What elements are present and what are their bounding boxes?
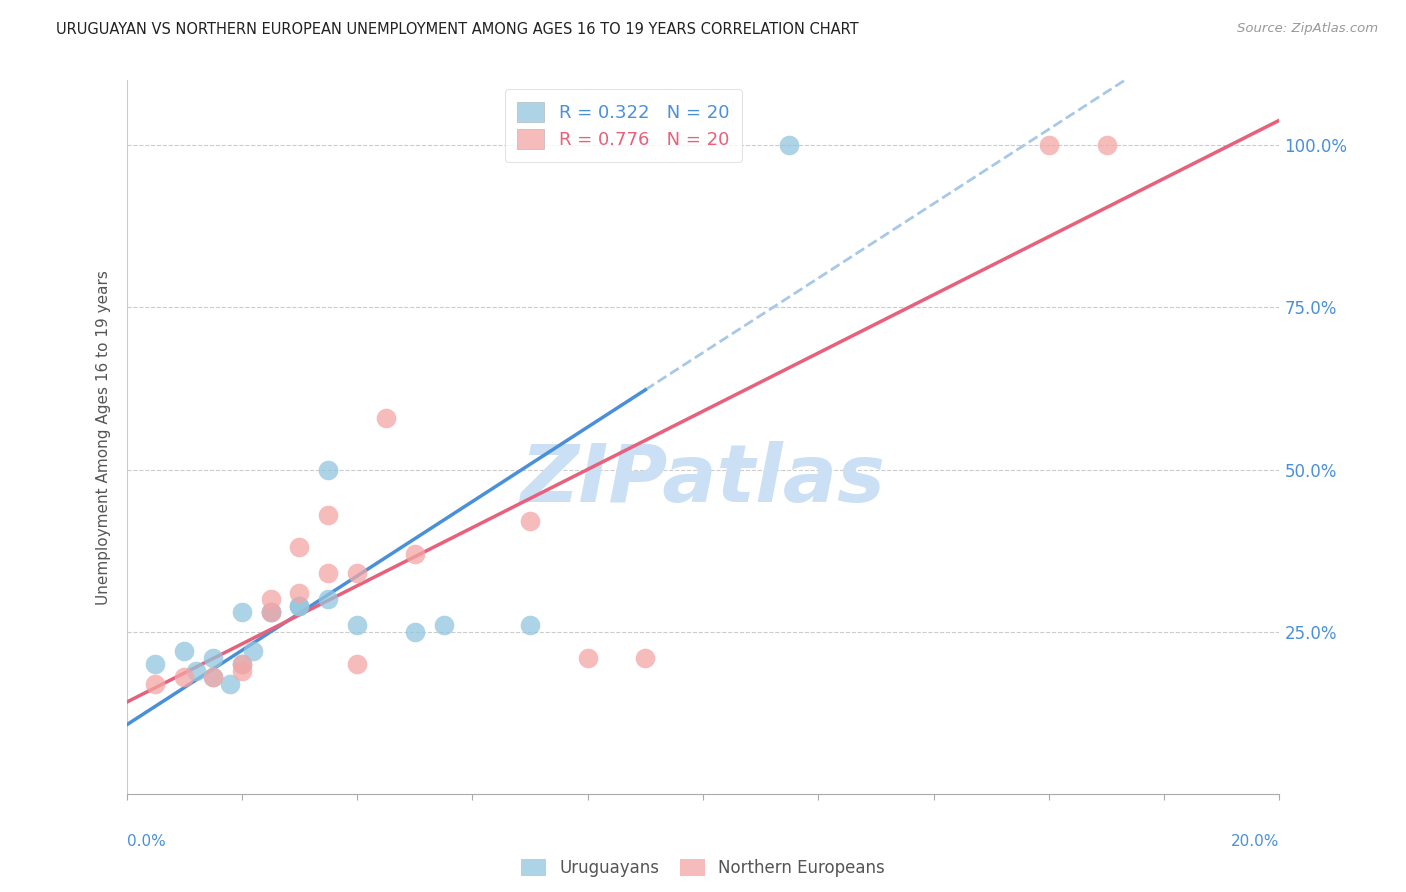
Point bbox=[202, 650, 225, 665]
Text: Source: ZipAtlas.com: Source: ZipAtlas.com bbox=[1237, 22, 1378, 36]
Point bbox=[316, 462, 339, 476]
Point bbox=[231, 605, 253, 619]
Point bbox=[519, 618, 541, 632]
Point bbox=[404, 547, 426, 561]
Point bbox=[173, 670, 195, 684]
Point bbox=[346, 566, 368, 581]
Point bbox=[231, 657, 253, 672]
Point bbox=[288, 599, 311, 613]
Point bbox=[288, 599, 311, 613]
Point bbox=[202, 670, 225, 684]
Point bbox=[259, 605, 281, 619]
Text: URUGUAYAN VS NORTHERN EUROPEAN UNEMPLOYMENT AMONG AGES 16 TO 19 YEARS CORRELATIO: URUGUAYAN VS NORTHERN EUROPEAN UNEMPLOYM… bbox=[56, 22, 859, 37]
Point bbox=[242, 644, 264, 658]
Point bbox=[145, 657, 166, 672]
Point bbox=[316, 508, 339, 522]
Point bbox=[1038, 138, 1060, 153]
Point bbox=[779, 138, 801, 153]
Point bbox=[404, 624, 426, 639]
Text: ZIPatlas: ZIPatlas bbox=[520, 441, 886, 519]
Point bbox=[346, 657, 368, 672]
Point bbox=[433, 618, 456, 632]
Point bbox=[288, 586, 311, 600]
Point bbox=[1095, 138, 1118, 153]
Point bbox=[145, 676, 166, 690]
Point bbox=[231, 664, 253, 678]
Point bbox=[202, 670, 225, 684]
Point bbox=[288, 541, 311, 555]
Point bbox=[173, 644, 195, 658]
Y-axis label: Unemployment Among Ages 16 to 19 years: Unemployment Among Ages 16 to 19 years bbox=[96, 269, 111, 605]
Point bbox=[576, 650, 599, 665]
Point bbox=[519, 515, 541, 529]
Point bbox=[634, 650, 657, 665]
Point bbox=[259, 605, 281, 619]
Point bbox=[316, 592, 339, 607]
Point bbox=[374, 410, 398, 425]
Point bbox=[346, 618, 368, 632]
Point bbox=[219, 676, 242, 690]
Point bbox=[184, 664, 207, 678]
Legend: R = 0.322   N = 20, R = 0.776   N = 20: R = 0.322 N = 20, R = 0.776 N = 20 bbox=[505, 89, 742, 161]
Point bbox=[259, 592, 281, 607]
Text: 0.0%: 0.0% bbox=[127, 834, 166, 849]
Point bbox=[316, 566, 339, 581]
Point bbox=[259, 605, 281, 619]
Point bbox=[231, 657, 253, 672]
Text: 20.0%: 20.0% bbox=[1232, 834, 1279, 849]
